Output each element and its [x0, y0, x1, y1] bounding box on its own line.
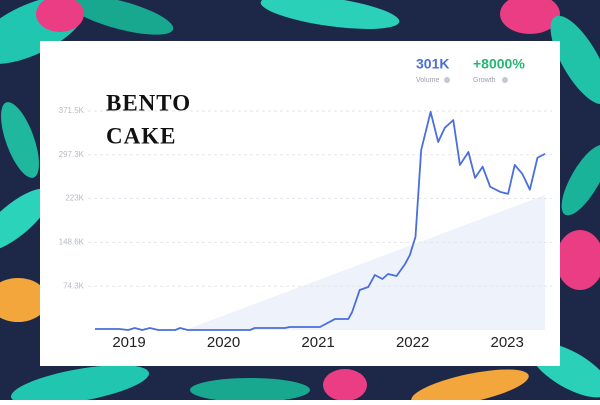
- y-tick-label: 148.6K: [59, 238, 85, 247]
- stat-label: Volume: [416, 77, 439, 84]
- help-icon[interactable]: [444, 77, 450, 83]
- stat-value: +8000%: [473, 56, 525, 72]
- x-tick-label: 2020: [207, 334, 240, 351]
- y-tick-label: 371.5K: [59, 106, 85, 115]
- x-tick-label: 2022: [396, 334, 429, 351]
- x-tick-label: 2019: [112, 334, 145, 351]
- y-tick-label: 74.3K: [63, 281, 85, 290]
- stat-value: 301K: [416, 56, 449, 72]
- trend-area: [185, 195, 545, 330]
- line: [95, 110, 546, 331]
- chart-title: CAKE: [106, 123, 176, 148]
- y-tick-label: 223K: [65, 194, 84, 203]
- x-tick-label: 2021: [301, 334, 334, 351]
- y-tick-label: 297.3K: [59, 150, 85, 159]
- stat-label: Growth: [473, 77, 496, 84]
- help-icon[interactable]: [502, 77, 508, 83]
- x-tick-label: 2023: [490, 334, 523, 351]
- chart-title: BENTO: [106, 90, 191, 115]
